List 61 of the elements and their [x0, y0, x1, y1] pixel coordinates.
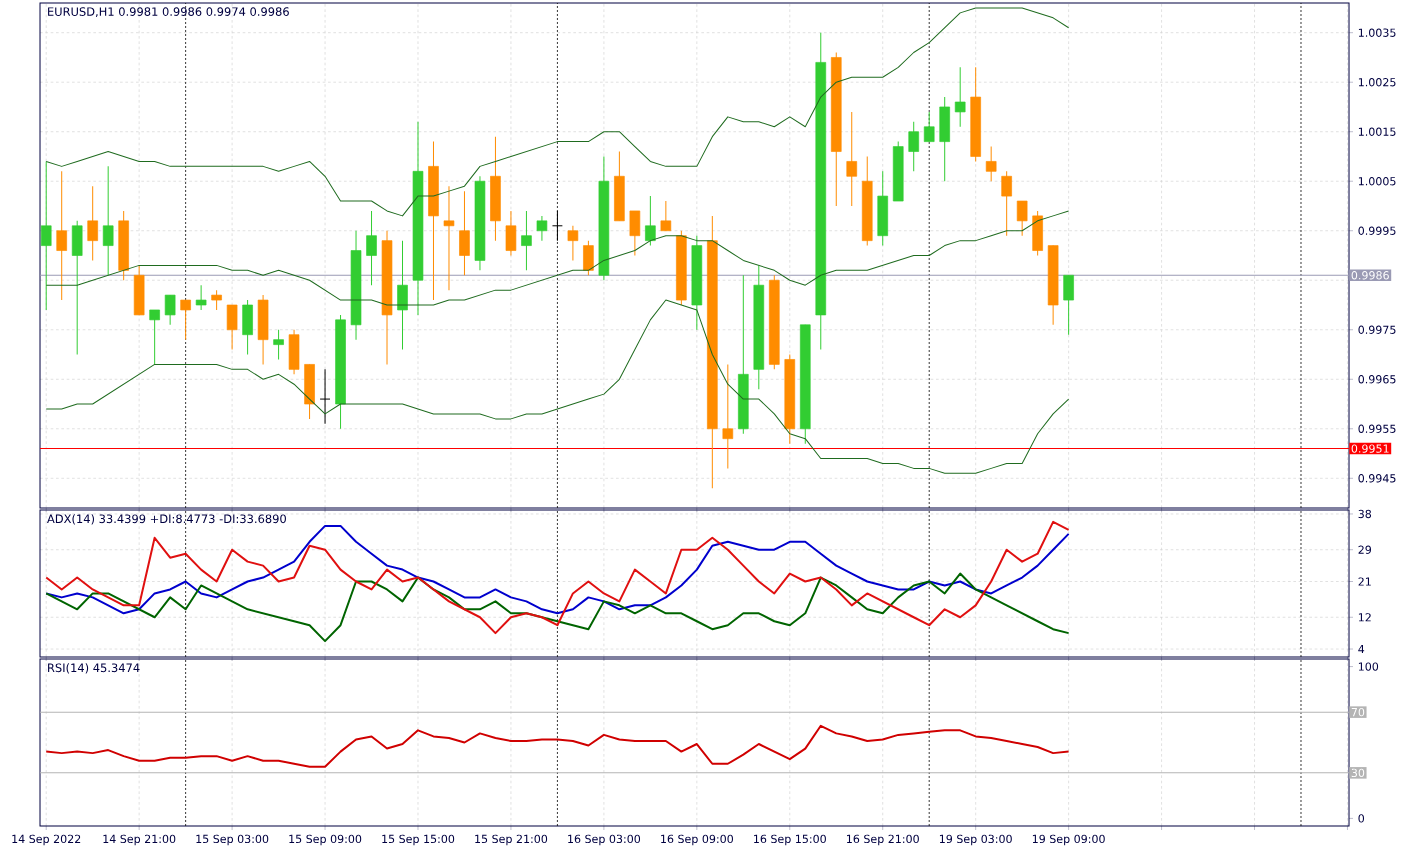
ref-line-label: 0.9986 — [1351, 271, 1389, 280]
candlestick — [273, 329, 284, 360]
candlestick — [195, 284, 207, 311]
y-tick-label: 38 — [1358, 509, 1372, 519]
candlestick — [1016, 200, 1028, 237]
ref-line-label: 70 — [1351, 707, 1365, 717]
candlestick — [211, 289, 222, 311]
candlestick — [1001, 170, 1012, 237]
ref-line-label: 30 — [1351, 768, 1365, 778]
ref-line-label: 0.9951 — [1351, 444, 1389, 453]
candlestick — [521, 210, 532, 271]
candlestick — [40, 160, 52, 311]
x-tick-label: 19 Sep 03:00 — [939, 834, 1012, 846]
candlestick — [645, 195, 656, 247]
y-tick-label: 1.0005 — [1358, 177, 1396, 186]
candlestick — [567, 225, 579, 261]
y-tick-label: 4 — [1358, 645, 1365, 654]
x-tick-label: 15 Sep 21:00 — [475, 834, 548, 846]
y-tick-label: 21 — [1358, 577, 1371, 586]
candlestick — [87, 185, 98, 261]
y-tick-label: 1.0035 — [1358, 28, 1396, 37]
candlestick — [923, 111, 935, 143]
candlestick — [149, 309, 160, 365]
x-tick-label: 16 Sep 21:00 — [847, 834, 919, 846]
y-tick-label: 1.0015 — [1358, 127, 1396, 136]
x-tick-label: 15 Sep 15:00 — [382, 834, 455, 846]
x-tick-label: 14 Sep 21:00 — [103, 834, 176, 846]
candlestick — [722, 363, 734, 469]
y-tick-label: 100 — [1358, 662, 1379, 671]
x-tick-label: 19 Sep 09:00 — [1032, 834, 1105, 846]
y-tick-label: 0.9945 — [1358, 474, 1396, 483]
candlestick — [319, 368, 331, 425]
x-tick-label: 15 Sep 03:00 — [196, 834, 269, 846]
y-tick-label: 0.9955 — [1358, 424, 1396, 433]
y-tick-label: 1.0025 — [1358, 78, 1396, 87]
candlestick — [954, 66, 966, 128]
x-tick-label: 16 Sep 03:00 — [568, 834, 641, 846]
chart-title: EURUSD,H1 0.9981 0.9986 0.9974 0.9986 — [48, 7, 289, 18]
x-tick-label: 16 Sep 15:00 — [754, 834, 826, 846]
chart-title: RSI(14) 45.3474 — [48, 663, 140, 674]
candlestick — [180, 299, 191, 341]
y-tick-label: 0.9995 — [1358, 226, 1396, 235]
x-tick-label: 14 Sep 2022 — [12, 834, 81, 846]
candlestick — [908, 121, 920, 172]
candlestick — [443, 185, 455, 291]
x-tick-label: 15 Sep 09:00 — [289, 834, 362, 846]
chart-title: ADX(14) 33.4399 +DI:8.4773 -DI:33.6890 — [47, 514, 286, 525]
candlestick — [102, 165, 114, 276]
candlestick — [164, 294, 176, 326]
x-tick-label: 16 Sep 09:00 — [661, 834, 734, 846]
candlestick — [536, 215, 548, 242]
y-tick-label: 29 — [1358, 545, 1372, 554]
candlestick — [366, 210, 377, 286]
y-tick-label: 12 — [1358, 613, 1371, 622]
candlestick — [56, 170, 67, 301]
y-tick-label: 0 — [1358, 814, 1365, 823]
y-tick-label: 0.9965 — [1358, 375, 1396, 384]
candlestick — [846, 111, 858, 207]
y-tick-label: 0.9975 — [1358, 325, 1396, 334]
candlestick — [660, 200, 672, 232]
candlestick — [985, 146, 997, 182]
